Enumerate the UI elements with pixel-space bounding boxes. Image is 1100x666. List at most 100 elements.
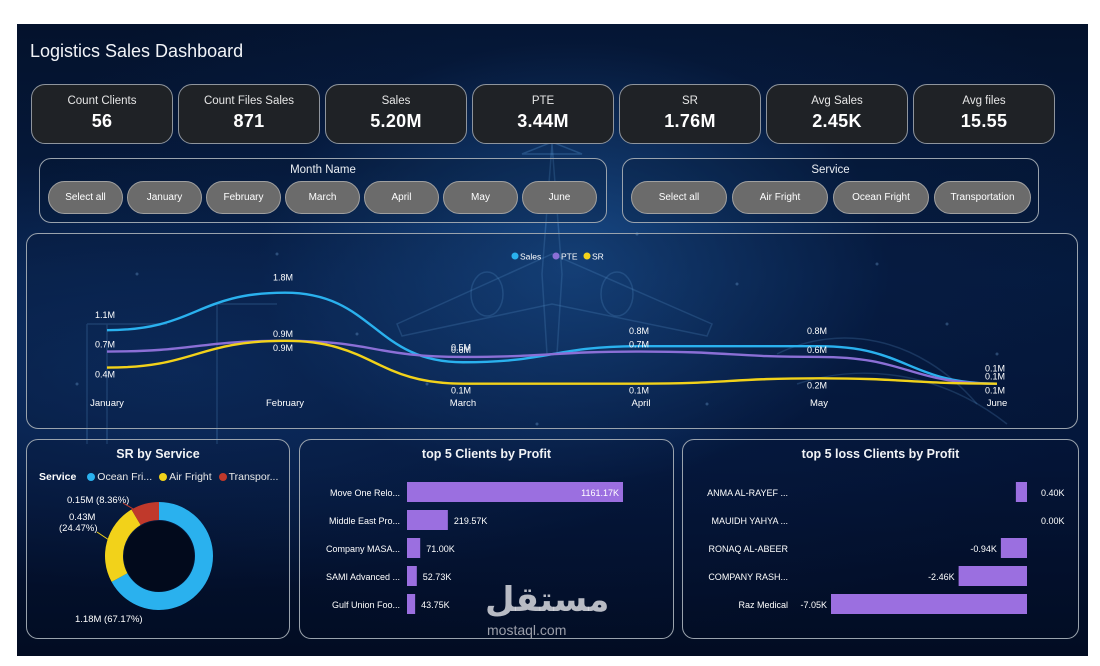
bar-value-label: -0.94K (970, 544, 997, 554)
kpi-value: 1.76M (664, 111, 716, 131)
kpi-value: 2.45K (812, 111, 862, 131)
kpi-card-count-files-sales: Count Files Sales 871 (178, 84, 320, 144)
sr-by-service-card: SR by Service Service Ocean Fri... Air F… (26, 439, 290, 639)
donut-label-transport: 0.15M (8.36%) (67, 495, 129, 506)
donut-slice-air-fright (104, 509, 141, 582)
bar-1 (407, 510, 448, 530)
month-option-select-all[interactable]: Select all (48, 181, 123, 214)
bar-value-label: 71.00K (426, 544, 455, 554)
service-slicer-title: Service (811, 164, 850, 176)
bar-3 (958, 566, 1027, 586)
data-label-pte: 0.6M (451, 345, 471, 355)
legend-dot-transport (218, 473, 227, 481)
bar-4 (831, 594, 1027, 614)
month-option-january[interactable]: January (127, 181, 202, 214)
legend-item-pte: PTE (561, 252, 578, 262)
sr-by-service-donut-chart: 1.18M (67.17%) 0.43M(24.47%) 0.15M (8.36%) (59, 495, 213, 625)
service-option-select-all[interactable]: Select all (631, 181, 727, 214)
sales-pte-sr-line-chart: Sales PTE SR 1.1M 1.8M 0.5M 0.8M 0.8M 0.1M 0.7M 0.… (90, 252, 1008, 410)
top-clients-title: top 5 Clients by Profit (421, 447, 552, 461)
service-option-transportation[interactable]: Transportation (934, 181, 1031, 214)
legend-dot-sales (511, 252, 519, 260)
legend-dot-sr (583, 252, 591, 260)
loss-clients-card: top 5 loss Clients by Profit ANMA AL-RAY… (682, 439, 1079, 639)
donut-leader-transport (122, 502, 136, 511)
kpi-label: Sales (381, 95, 411, 107)
data-label-sales: 1.1M (95, 310, 115, 320)
kpi-value: 15.55 (960, 111, 1008, 131)
series-line-sr (106, 339, 998, 385)
bar-3 (407, 566, 417, 586)
dashboard-title: Logistics Sales Dashboard (30, 41, 244, 61)
donut-label-ocean: 1.18M (67.17%) (75, 614, 143, 625)
data-label-sr: 0.1M (451, 386, 471, 396)
data-label-pte: 0.9M (273, 329, 293, 339)
kpi-card-pte: PTE 3.44M (472, 84, 614, 144)
data-label-pte: 0.6M (807, 345, 827, 355)
bar-category-label: Move One Relo... (330, 488, 400, 498)
month-slicer-title: Month Name (290, 164, 356, 176)
bar-category-label: Middle East Pro... (329, 516, 400, 526)
kpi-label: Avg Sales (811, 95, 863, 107)
donut-label-air-pct: (24.47%) (59, 523, 98, 534)
month-slicer: Month Name Select all January February M… (39, 158, 607, 223)
x-tick-label: June (987, 398, 1008, 409)
bar-value-label: -7.05K (800, 600, 827, 610)
bar-value-label: 219.57K (454, 516, 488, 526)
kpi-card-sr: SR 1.76M (619, 84, 761, 144)
data-label-sr: 0.1M (629, 386, 649, 396)
bar-value-label: 52.73K (423, 572, 452, 582)
mostaql-watermark: مستقل (485, 581, 610, 619)
data-label-sales: 0.1M (985, 364, 1005, 374)
legend-item-air: Air Fright (169, 471, 212, 483)
kpi-value: 56 (91, 111, 113, 131)
mostaql-watermark-url: mostaql.com (487, 622, 567, 638)
data-label-sales: 0.8M (807, 326, 827, 336)
service-option-ocean-fright[interactable]: Ocean Fright (833, 181, 929, 214)
series-line-pte (106, 339, 998, 385)
month-option-may[interactable]: May (443, 181, 518, 214)
data-label-sales: 0.5M (451, 342, 471, 352)
donut-leader-air (96, 531, 110, 541)
x-tick-label: January (90, 398, 124, 409)
legend-item-ocean: Ocean Fri... (97, 471, 153, 483)
donut-legend: Service Ocean Fri... Air Fright Transpor… (39, 471, 278, 483)
legend-item-sales: Sales (520, 252, 541, 262)
bar-category-label: MAUIDH YAHYA ... (711, 516, 788, 526)
month-option-june[interactable]: June (522, 181, 597, 214)
bar-category-label: COMPANY RASH... (708, 572, 788, 582)
month-option-april[interactable]: April (364, 181, 439, 214)
donut-legend-title: Service (39, 471, 77, 483)
service-slicer: Service Select all Air Fright Ocean Frig… (622, 158, 1039, 223)
month-option-february[interactable]: February (206, 181, 281, 214)
kpi-card-sales: Sales 5.20M (325, 84, 467, 144)
donut-label-air-value: 0.43M (69, 512, 95, 523)
series-line-sales (106, 291, 998, 385)
kpi-value: 5.20M (370, 111, 422, 131)
loss-clients-bar-chart: ANMA AL-RAYEF ... MAUIDH YAHYA ... RONAQ A… (707, 482, 1065, 614)
loss-clients-title: top 5 loss Clients by Profit (801, 447, 960, 461)
kpi-value: 3.44M (517, 111, 569, 131)
line-legend: Sales PTE SR (511, 252, 604, 262)
bar-category-label: Raz Medical (738, 600, 788, 610)
data-label-sr: 0.4M (95, 370, 115, 380)
data-label-pte: 0.7M (95, 340, 115, 350)
month-option-march[interactable]: March (285, 181, 360, 214)
bar-value-label: 1161.17K (581, 488, 619, 498)
bar-category-label: SAMI Advanced ... (326, 572, 400, 582)
legend-dot-pte (552, 252, 560, 260)
service-option-air-fright[interactable]: Air Fright (732, 181, 828, 214)
bar-category-label: RONAQ AL-ABEER (708, 544, 788, 554)
kpi-label: Count Files Sales (203, 95, 295, 107)
data-label-pte: 0.1M (985, 372, 1005, 382)
bar-0 (407, 482, 623, 502)
data-label-sales: 1.8M (273, 273, 293, 283)
legend-item-sr: SR (592, 252, 604, 262)
donut-slice-transportation (131, 502, 159, 526)
x-tick-label: March (450, 398, 476, 409)
bar-category-label: Company MASA... (326, 544, 400, 554)
bar-4 (407, 594, 416, 614)
bar-category-label: ANMA AL-RAYEF ... (707, 488, 788, 498)
data-label-pte: 0.7M (629, 340, 649, 350)
bar-2 (407, 538, 421, 558)
